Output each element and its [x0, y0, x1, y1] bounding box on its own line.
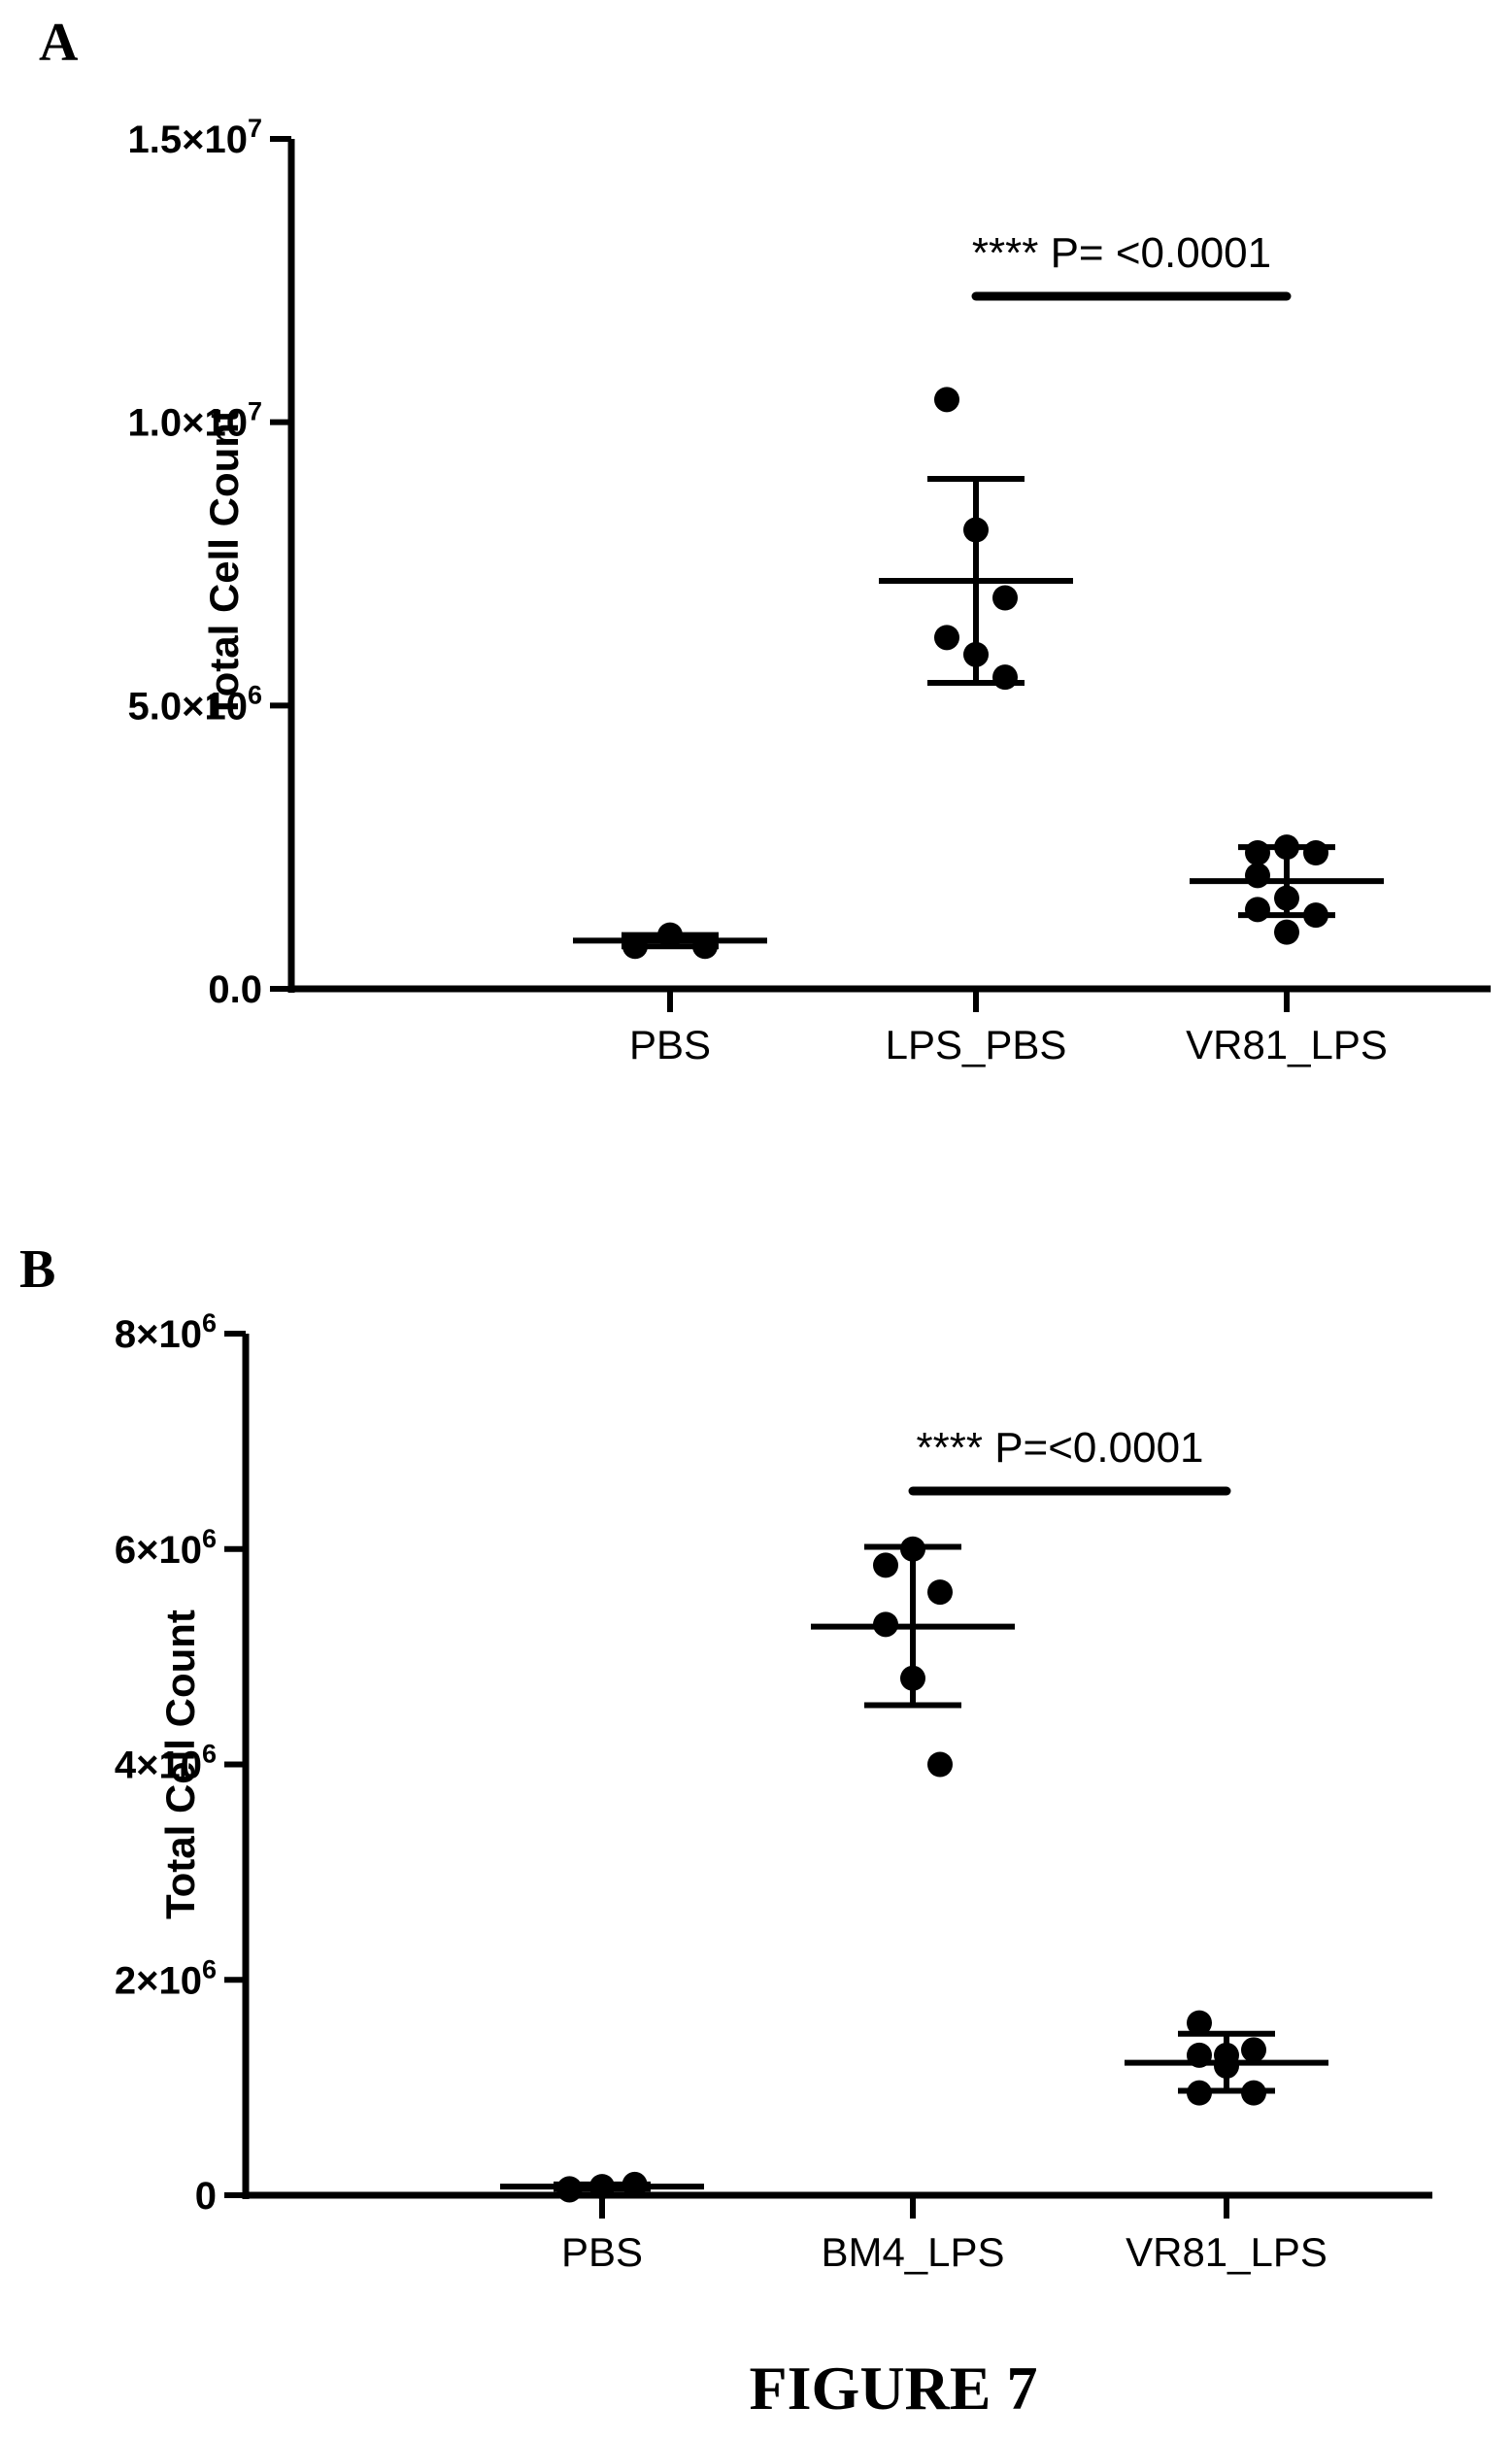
y-tick-label: 2×106: [115, 1954, 217, 2002]
data-point: [1187, 2042, 1212, 2068]
data-point: [1245, 863, 1270, 889]
panel-letter-b: B: [19, 1239, 55, 1300]
y-tick-label: 4×106: [115, 1740, 217, 1787]
y-tick-label: 5.0×106: [128, 680, 263, 728]
data-point: [934, 625, 959, 651]
x-tick-label: VR81_LPS: [1126, 2229, 1327, 2275]
data-point: [1245, 897, 1270, 923]
data-point: [873, 1611, 898, 1638]
y-tick-label: 8×106: [115, 1308, 217, 1356]
data-point: [927, 1751, 953, 1778]
data-point: [1187, 2080, 1212, 2106]
x-tick-label: VR81_LPS: [1186, 1022, 1388, 1068]
data-point: [963, 641, 989, 667]
data-point: [934, 387, 959, 413]
data-point: [1245, 840, 1270, 865]
data-point: [963, 517, 989, 543]
panel-letter-a: A: [39, 13, 79, 73]
significance-label: **** P=<0.0001: [916, 1424, 1203, 1472]
x-tick-label: PBS: [561, 2229, 643, 2275]
data-point: [1274, 885, 1299, 911]
y-tick-label: 1.0×107: [128, 397, 263, 445]
data-point: [1187, 2010, 1212, 2036]
data-point: [589, 2174, 615, 2200]
data-point: [900, 1536, 925, 1562]
data-point: [927, 1579, 953, 1606]
x-tick-label: BM4_LPS: [821, 2229, 1004, 2275]
data-point: [992, 664, 1018, 691]
y-tick-label: 0.0: [208, 968, 262, 1011]
data-point: [1241, 2080, 1266, 2106]
data-point: [1303, 902, 1328, 929]
data-point: [1214, 2052, 1239, 2079]
data-point: [900, 1665, 925, 1691]
data-point: [622, 2171, 648, 2197]
y-tick-label: 0: [195, 2175, 217, 2218]
data-point: [692, 933, 718, 960]
data-point: [1241, 2037, 1266, 2063]
y-tick-label: 6×106: [115, 1524, 217, 1572]
significance-label: **** P= <0.0001: [972, 229, 1271, 277]
figure-caption: FIGURE 7: [750, 2354, 1038, 2423]
data-point: [622, 933, 648, 960]
data-point: [556, 2176, 583, 2202]
y-axis-title: Total Cell Count: [157, 1610, 203, 1919]
x-tick-label: LPS_PBS: [886, 1022, 1067, 1068]
y-tick-label: 1.5×107: [128, 114, 263, 161]
y-axis-title: Total Cell Count: [201, 409, 247, 719]
data-point: [1274, 834, 1299, 861]
data-point: [992, 585, 1018, 611]
data-point: [873, 1552, 898, 1578]
data-point: [1303, 840, 1328, 865]
panel-a-chart: 0.0 5.0×106 1.0×107 1.5×107 Total Cell Count…: [128, 114, 1491, 1068]
data-point: [657, 922, 683, 948]
panel-b-chart: 0 2×106 4×106 6×106 8×106 Total Cell Count PBS…: [115, 1308, 1432, 2275]
data-point: [1274, 919, 1299, 945]
x-tick-label: PBS: [629, 1022, 711, 1068]
